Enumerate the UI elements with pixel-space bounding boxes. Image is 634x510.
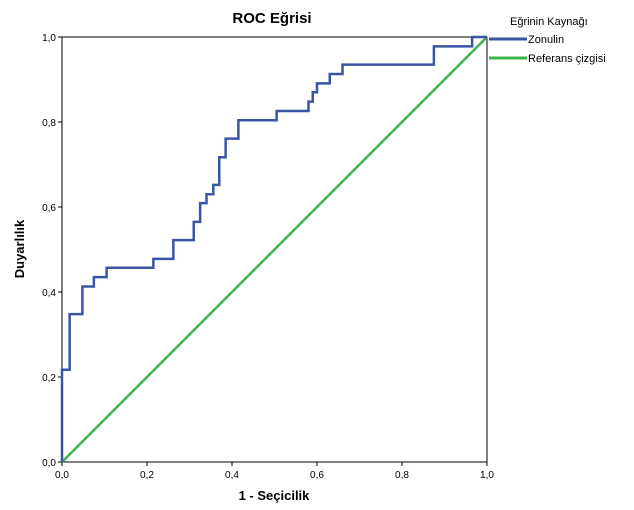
series-layer [60,35,488,463]
legend-label: Referans çizgisi [528,53,606,65]
x-axis: 0,0 0,2 0,4 0,6 0,8 1,0 [55,462,494,481]
x-tick-label: 0,8 [395,470,409,481]
y-tick-label: 0,6 [42,203,56,214]
y-tick-label: 0,2 [42,373,56,384]
chart-title: ROC Eğrisi [232,10,311,27]
x-tick-label: 0,0 [55,470,69,481]
reference-line [61,36,488,463]
y-axis: 0,0 0,2 0,4 0,6 0,8 1,0 [42,33,62,469]
x-tick-label: 0,6 [310,470,324,481]
y-axis-label: Duyarlılık [12,219,27,278]
legend: Eğrinin Kaynağı Zonulin Referans çizgisi [489,16,606,65]
x-tick-label: 0,4 [225,470,239,481]
series-line-zonulin [60,35,487,462]
legend-label: Zonulin [528,34,564,46]
y-tick-label: 0,8 [42,118,56,129]
x-tick-label: 1,0 [480,470,494,481]
legend-title: Eğrinin Kaynağı [510,16,588,28]
y-tick-label: 0,0 [42,458,56,469]
y-tick-label: 0,4 [42,288,56,299]
x-tick-label: 0,2 [140,470,154,481]
x-axis-label: 1 - Seçicilik [239,488,311,503]
y-tick-label: 1,0 [42,33,56,44]
